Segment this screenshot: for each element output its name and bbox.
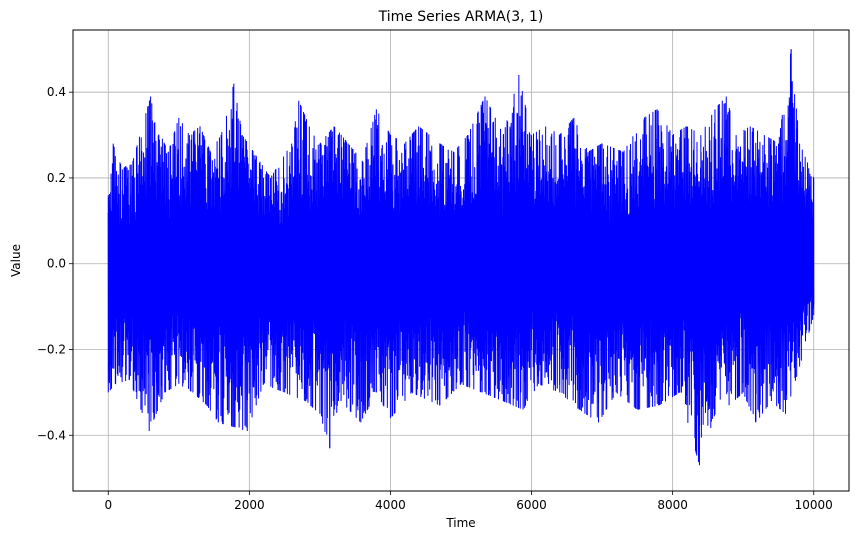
y-tick-label: 0.4 bbox=[47, 85, 66, 99]
series-layer bbox=[107, 49, 815, 466]
x-tick-label: 0 bbox=[104, 498, 112, 512]
x-tick-label: 6000 bbox=[516, 498, 547, 512]
x-tick-label: 2000 bbox=[234, 498, 265, 512]
x-axis-label: Time bbox=[445, 516, 475, 530]
y-tick-label: 0.0 bbox=[47, 257, 66, 271]
x-tick-label: 8000 bbox=[657, 498, 688, 512]
y-tick-label: −0.4 bbox=[37, 428, 66, 442]
x-tick-label: 10000 bbox=[795, 498, 833, 512]
y-axis-label: Value bbox=[9, 244, 23, 277]
chart-title: Time Series ARMA(3, 1) bbox=[378, 9, 544, 25]
y-tick-label: −0.2 bbox=[37, 342, 66, 356]
series-spikes bbox=[107, 49, 815, 466]
plot-frame bbox=[72, 29, 850, 492]
x-tick-label: 4000 bbox=[375, 498, 406, 512]
tick-layer: 0 2000 4000 6000 8000 10000 −0.4 −0.2 0.0 0.2 0.4 bbox=[37, 85, 833, 512]
y-tick-label: 0.2 bbox=[47, 171, 66, 185]
